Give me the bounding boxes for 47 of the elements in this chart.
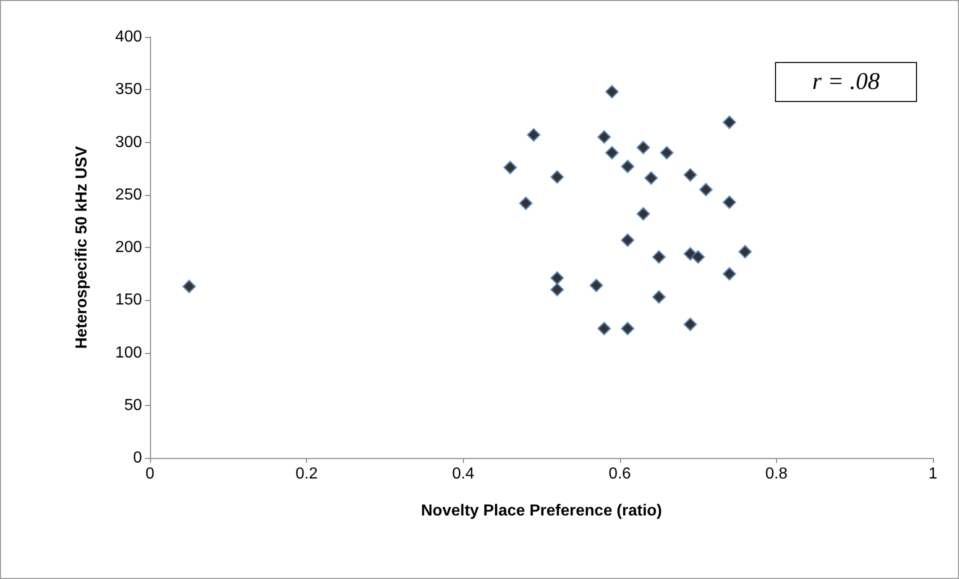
x-tick-label: 1 xyxy=(928,466,938,482)
point xyxy=(722,116,736,130)
y-tick-label: 250 xyxy=(115,186,142,204)
point xyxy=(620,233,634,247)
point xyxy=(738,244,752,258)
point xyxy=(652,250,666,264)
point xyxy=(605,146,619,160)
y-tick-label: 150 xyxy=(115,292,142,309)
point xyxy=(644,171,658,185)
point xyxy=(519,196,533,210)
point xyxy=(722,195,736,209)
point xyxy=(550,170,564,184)
point xyxy=(620,160,634,174)
y-tick-label: 350 xyxy=(115,81,142,98)
point xyxy=(605,84,619,98)
y-tick-label: 100 xyxy=(115,344,142,362)
y-tick-label: 50 xyxy=(124,396,142,414)
y-tick-label: 400 xyxy=(115,28,142,46)
point xyxy=(684,168,698,182)
x-tick-label: 0.4 xyxy=(452,466,474,482)
point xyxy=(182,280,196,294)
point xyxy=(503,160,517,174)
point xyxy=(636,140,650,154)
x-tick-label: 0.6 xyxy=(608,466,632,482)
point xyxy=(620,322,634,336)
x-tick-label: 0.8 xyxy=(765,466,788,482)
y-axis-title: Heterospecific 50 kHz USV xyxy=(74,146,90,349)
annotation: r = .08 xyxy=(812,68,880,96)
point xyxy=(597,130,611,144)
point xyxy=(597,322,611,336)
point xyxy=(660,146,674,160)
point xyxy=(590,278,604,292)
point xyxy=(699,182,713,196)
y-tick-label: 300 xyxy=(115,134,142,151)
x-tick-label: 0.2 xyxy=(295,466,318,482)
point xyxy=(652,290,666,304)
point xyxy=(722,267,736,281)
point xyxy=(550,282,564,296)
point xyxy=(550,271,564,285)
x-tick-label: 0 xyxy=(146,466,155,482)
x-axis-title: Novelty Place Preference (ratio) xyxy=(421,502,662,520)
y-tick-label: 200 xyxy=(115,239,142,256)
point xyxy=(636,207,650,221)
point xyxy=(684,318,698,332)
point xyxy=(691,250,705,264)
point xyxy=(526,128,540,142)
y-tick-label: 0 xyxy=(133,450,142,466)
